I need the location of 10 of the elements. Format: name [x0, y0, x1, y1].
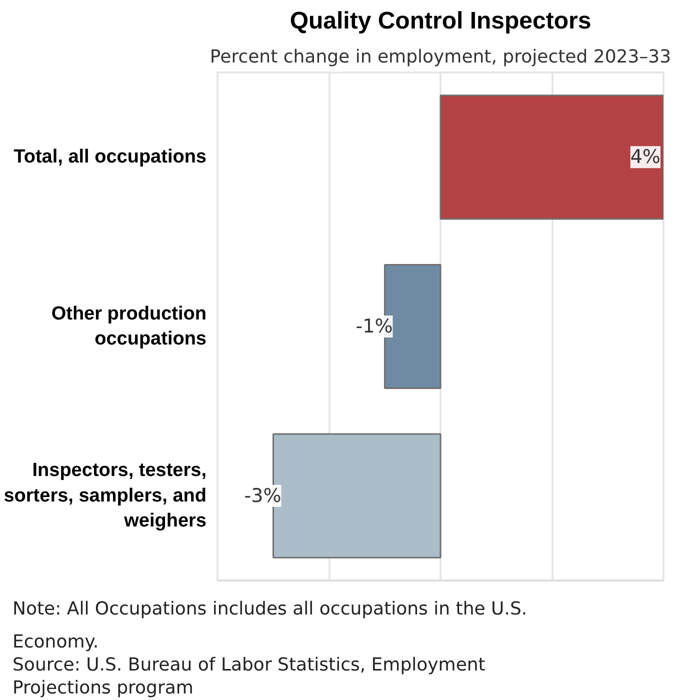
source-note: Source: U.S. Bureau of Labor Statistics, Employment Projections program [12, 654, 486, 698]
chart-subtitle: Percent change in employment, projected 2023–33 [210, 46, 672, 68]
y-tick-label: Inspectors, testers, sorters, samplers, and weighers [4, 460, 207, 532]
data-label: -1% [356, 316, 393, 338]
chart-title: Quality Control Inspectors [290, 8, 592, 34]
text: Note: All Occupations includes all occupations in the U.S. Economy. [12, 598, 528, 652]
y-tick-label: Other production occupations [51, 303, 207, 350]
y-tick-label: Total, all occupations [14, 146, 207, 168]
data-label: -3% [244, 484, 282, 507]
data-label: 4% [630, 146, 661, 168]
